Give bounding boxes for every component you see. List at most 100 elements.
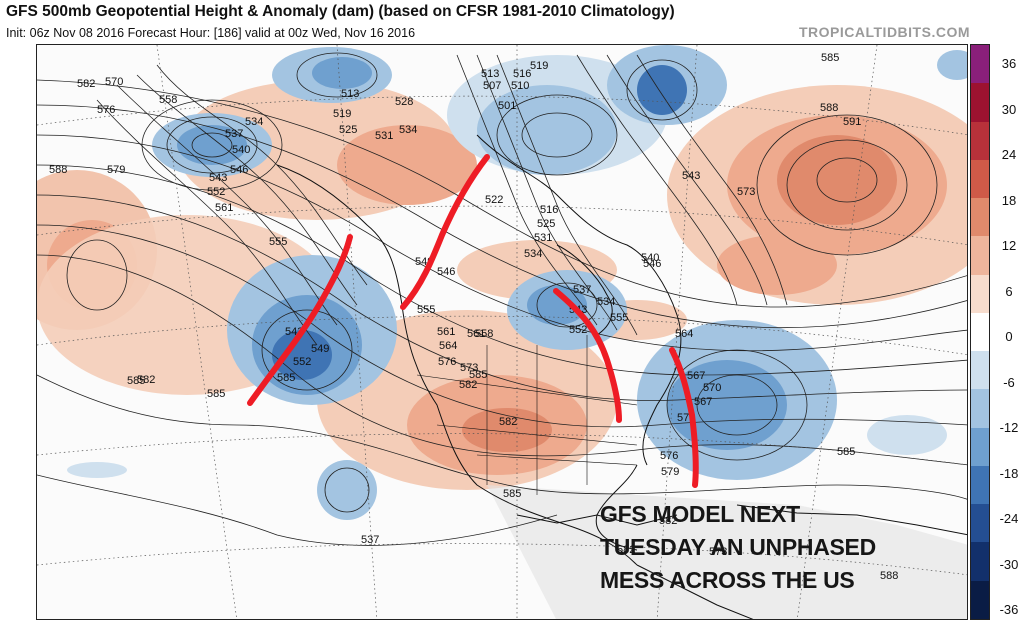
contour-label: 513 bbox=[341, 88, 359, 100]
contour-label: 576 bbox=[438, 356, 456, 368]
contour-label: 552 bbox=[207, 186, 225, 198]
colorbar-segment bbox=[971, 121, 989, 161]
contour-label: 543 bbox=[682, 170, 700, 182]
anomaly-colorbar bbox=[970, 44, 990, 620]
colorbar-segment bbox=[971, 389, 989, 429]
lat-lon-grid bbox=[37, 45, 967, 619]
contour-label: 570 bbox=[105, 76, 123, 88]
annotation-line-3: MESS ACROSS THE US bbox=[600, 567, 855, 593]
contour-label: 561 bbox=[437, 326, 455, 338]
contour-label: 561 bbox=[467, 328, 485, 340]
contour-label: 552 bbox=[293, 356, 311, 368]
trough-line-central bbox=[553, 288, 622, 423]
contour-label: 585 bbox=[503, 488, 521, 500]
colorbar-segment bbox=[971, 83, 989, 123]
contour-label: 507 bbox=[483, 80, 501, 92]
coastlines bbox=[276, 134, 967, 619]
annotation-line-2: TUESDAY AN UNPHASED bbox=[600, 534, 876, 560]
contour-label: 582 bbox=[659, 515, 677, 527]
contour-label: 582 bbox=[459, 379, 477, 391]
contour-label: 555 bbox=[610, 312, 628, 324]
contour-label: 555 bbox=[417, 304, 435, 316]
contour-label: 537 bbox=[573, 284, 591, 296]
contour-label: 585 bbox=[277, 372, 295, 384]
contour-label: 582 bbox=[77, 78, 95, 90]
contour-label: 555 bbox=[269, 236, 287, 248]
trough-line-west bbox=[400, 154, 490, 310]
colorbar-tick-label: 12 bbox=[1001, 238, 1017, 253]
colorbar-segment bbox=[971, 274, 989, 314]
land-shading bbox=[487, 485, 967, 619]
contour-label: 540 bbox=[232, 144, 250, 156]
colorbar-segment bbox=[971, 45, 989, 84]
colorbar-tick-label: -18 bbox=[999, 465, 1019, 481]
contour-label: 531 bbox=[534, 232, 552, 244]
contour-label: 558 bbox=[159, 94, 177, 106]
contour-label: 522 bbox=[485, 194, 503, 206]
contour-label: 588 bbox=[820, 102, 838, 114]
chart-subtitle: Init: 06z Nov 08 2016 Forecast Hour: [18… bbox=[6, 26, 416, 40]
contour-label: 516 bbox=[540, 204, 558, 216]
contour-label: 582 bbox=[137, 374, 155, 386]
colorbar-segment bbox=[971, 504, 989, 543]
contour-label: 585 bbox=[127, 375, 145, 387]
trough-line-atlantic bbox=[669, 347, 699, 488]
contour-label: 534 bbox=[597, 296, 615, 308]
contour-label: 519 bbox=[333, 108, 351, 120]
colorbar-tick-label: 0 bbox=[1005, 329, 1013, 344]
contour-label: 570 bbox=[703, 382, 721, 394]
colorbar-tick-label: 36 bbox=[1001, 56, 1017, 71]
colorbar-tick-label: -6 bbox=[1003, 374, 1015, 390]
contour-label: 549 bbox=[311, 343, 329, 355]
colorbar-segment bbox=[971, 351, 989, 390]
contour-label: 582 bbox=[617, 544, 635, 556]
contour-label: 564 bbox=[675, 328, 693, 340]
contour-label: 534 bbox=[399, 124, 417, 136]
annotation-line-1: GFS MODEL NEXT bbox=[600, 501, 800, 527]
contour-label: 513 bbox=[481, 68, 499, 80]
contour-label: 537 bbox=[225, 128, 243, 140]
contour-label: 543 bbox=[209, 172, 227, 184]
contour-label: 588 bbox=[49, 164, 67, 176]
contour-label: 501 bbox=[498, 100, 516, 112]
contour-label: 546 bbox=[230, 164, 248, 176]
contour-label: 585 bbox=[469, 369, 487, 381]
contour-label: 588 bbox=[880, 570, 898, 582]
contour-label: 564 bbox=[439, 340, 457, 352]
height-contours bbox=[37, 52, 967, 546]
site-watermark: TROPICALTIDBITS.COM bbox=[798, 24, 970, 40]
colorbar-segment bbox=[971, 159, 989, 199]
colorbar-tick-label: -36 bbox=[999, 602, 1019, 617]
contour-label: 585 bbox=[821, 52, 839, 64]
colorbar-segment bbox=[971, 465, 989, 505]
contour-label: 540 bbox=[641, 252, 659, 264]
contour-label: 537 bbox=[361, 534, 379, 546]
colorbar-tick-label: 24 bbox=[1001, 147, 1017, 162]
contour-label: 585 bbox=[207, 388, 225, 400]
contour-label: 573 bbox=[460, 362, 478, 374]
contour-label: 591 bbox=[843, 116, 861, 128]
annotation-text: GFS MODEL NEXT TUESDAY AN UNPHASED MESS … bbox=[600, 498, 876, 597]
contour-label: 585 bbox=[837, 446, 855, 458]
contour-label: 576 bbox=[660, 450, 678, 462]
contour-label: 561 bbox=[215, 202, 233, 214]
contour-label: 558 bbox=[475, 328, 493, 340]
contour-label: 534 bbox=[524, 248, 542, 260]
contour-label: 528 bbox=[395, 96, 413, 108]
colorbar-tick-label: 18 bbox=[1001, 192, 1017, 208]
contour-label: 576 bbox=[97, 104, 115, 116]
colorbar-segment bbox=[971, 427, 989, 467]
colorbar-tick-label: 30 bbox=[1001, 101, 1017, 117]
map-panel: 582 570 558 576 588 579 534 537 540 546 543 552 561 5… bbox=[36, 44, 968, 620]
contour-label: 534 bbox=[245, 116, 263, 128]
chart-title: GFS 500mb Geopotential Height & Anomaly … bbox=[6, 3, 675, 20]
contour-label: 525 bbox=[537, 218, 555, 230]
contour-label: 525 bbox=[339, 124, 357, 136]
contour-label: 573 bbox=[709, 546, 727, 558]
colorbar-segment bbox=[971, 542, 989, 582]
colorbar-segment bbox=[971, 580, 989, 620]
contour-label: 567 bbox=[694, 396, 712, 408]
contour-label: 546 bbox=[643, 258, 661, 270]
colorbar-segment bbox=[971, 312, 989, 352]
